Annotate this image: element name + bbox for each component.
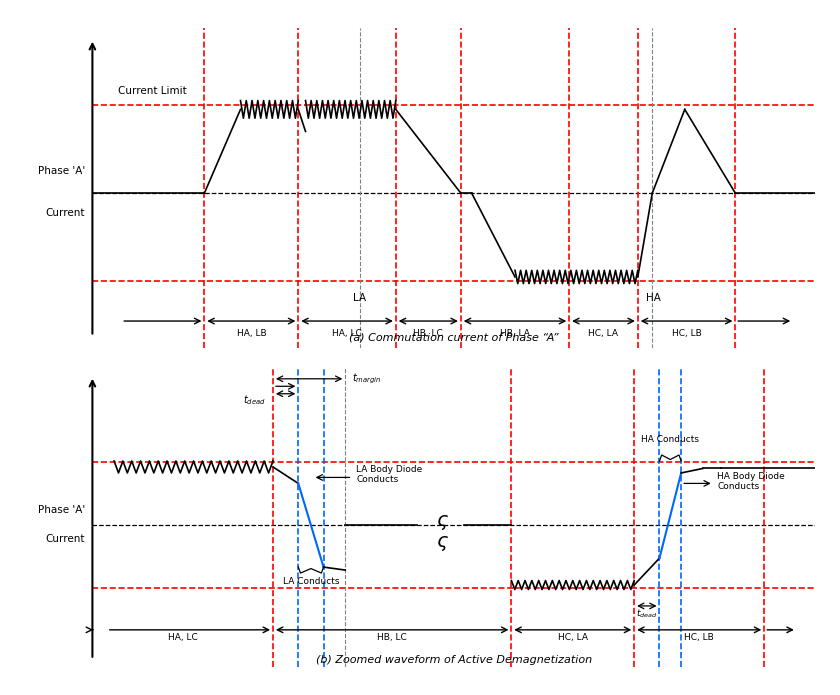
Text: HB, LC: HB, LC — [377, 633, 407, 642]
Text: Current: Current — [45, 534, 85, 543]
Text: HA: HA — [646, 293, 661, 303]
Text: HA Body Diode
Conducts: HA Body Diode Conducts — [717, 472, 785, 491]
Text: HA, LB: HA, LB — [237, 329, 266, 338]
Text: $t_{dead}$: $t_{dead}$ — [243, 393, 265, 407]
Text: HA Conducts: HA Conducts — [641, 434, 700, 443]
Text: HB, LA: HB, LA — [500, 329, 530, 338]
Text: HC, LB: HC, LB — [672, 329, 701, 338]
Text: LA: LA — [353, 293, 366, 303]
Text: Phase 'A': Phase 'A' — [38, 505, 85, 515]
Text: Current Limit: Current Limit — [118, 86, 186, 96]
Text: $\mathit{\varsigma}$: $\mathit{\varsigma}$ — [436, 534, 449, 553]
Text: Current: Current — [45, 208, 85, 218]
Text: $t_{margin}$: $t_{margin}$ — [353, 372, 382, 386]
Text: $t_{dead}$: $t_{dead}$ — [636, 607, 657, 620]
Text: HA, LC: HA, LC — [168, 633, 197, 642]
Text: HC, LB: HC, LB — [685, 633, 714, 642]
Text: HA, LC: HA, LC — [332, 329, 362, 338]
Text: HC, LA: HC, LA — [558, 633, 588, 642]
Text: $\mathit{\varsigma}$: $\mathit{\varsigma}$ — [436, 513, 449, 532]
Text: LA Body Diode
Conducts: LA Body Diode Conducts — [356, 464, 423, 484]
Text: HB, LC: HB, LC — [413, 329, 444, 338]
Text: (a) Commutation current of Phase “A”: (a) Commutation current of Phase “A” — [349, 333, 559, 343]
Text: (b) Zoomed waveform of Active Demagnetization: (b) Zoomed waveform of Active Demagnetiz… — [316, 655, 591, 664]
Text: Phase 'A': Phase 'A' — [38, 166, 85, 176]
Text: HC, LA: HC, LA — [589, 329, 618, 338]
Text: LA Conducts: LA Conducts — [283, 577, 339, 585]
